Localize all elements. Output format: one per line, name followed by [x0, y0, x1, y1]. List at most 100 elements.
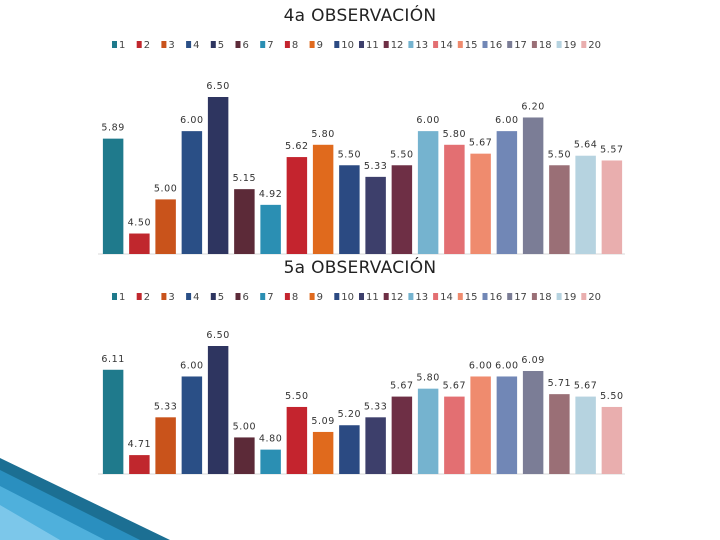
chart-2-bar-17 [522, 370, 544, 474]
chart-1-bar-10 [339, 165, 360, 254]
chart-1-legend-label-20: 20 [588, 40, 601, 51]
chart-2-bar-14 [444, 396, 465, 474]
chart-1-data-label-11: 5.33 [364, 161, 388, 172]
chart-1-legend-label-11: 11 [366, 40, 379, 51]
chart-1-legend-marker-3 [161, 41, 167, 48]
corner-shape-pale [0, 505, 60, 540]
chart-2-legend-label-8: 8 [292, 292, 298, 303]
chart-2-legend-marker-2 [136, 293, 142, 300]
chart-2-data-label-18: 5.71 [548, 378, 572, 389]
chart-1-legend-label-15: 15 [465, 40, 478, 51]
chart-1-legend-marker-10 [334, 41, 340, 48]
chart-2-legend-label-19: 19 [564, 292, 577, 303]
chart-1-legend-marker-12 [383, 41, 389, 48]
chart-1-bar-5 [207, 97, 229, 254]
chart-1-legend-label-17: 17 [514, 40, 527, 51]
chart-2-legend-marker-13 [408, 293, 414, 300]
chart-2-legend-marker-4 [186, 293, 192, 300]
chart-1-legend-label-13: 13 [415, 40, 428, 51]
chart-2-bar-4 [181, 376, 203, 474]
chart-1-data-label-10: 5.50 [338, 149, 362, 160]
chart-2-legend-label-12: 12 [391, 292, 404, 303]
chart-1-legend-label-8: 8 [292, 40, 298, 51]
chart-2-title: 5a OBSERVACIÓN [283, 258, 437, 278]
chart-2-data-label-10: 5.20 [338, 409, 362, 420]
chart-1-legend-label-18: 18 [539, 40, 552, 51]
chart-2-legend-marker-11 [359, 293, 364, 300]
chart-2-legend-label-10: 10 [341, 292, 354, 303]
chart-2-legend-marker-16 [482, 293, 488, 300]
chart-2-bar-13 [417, 388, 439, 474]
chart-2-bar-1 [102, 369, 124, 474]
chart-2-legend-marker-18 [531, 293, 537, 300]
chart-2-legend-label-9: 9 [317, 292, 323, 303]
chart-1-legend-label-9: 9 [317, 40, 323, 51]
chart-2-data-label-19: 5.67 [574, 381, 598, 392]
chart-2-data-label-14: 5.67 [443, 381, 467, 392]
chart-1-data-label-3: 5.00 [154, 183, 178, 194]
chart-1-legend-label-12: 12 [391, 40, 404, 51]
chart-1-legend-marker-2 [136, 41, 142, 48]
chart-1-data-label-12: 5.50 [390, 149, 414, 160]
chart-2-bar-12 [391, 396, 413, 474]
chart-1-data-label-7: 4.92 [259, 189, 283, 200]
chart-1-legend-label-10: 10 [341, 40, 354, 51]
chart-1-legend-marker-13 [408, 41, 414, 48]
chart-2-legend-marker-14 [433, 293, 439, 300]
chart-1-data-label-9: 5.80 [311, 129, 335, 140]
chart-2-legend-marker-3 [161, 293, 167, 300]
chart-1-bar-15 [470, 153, 491, 254]
chart-2-legend-marker-1 [112, 293, 117, 300]
chart-2-data-label-3: 5.33 [154, 401, 178, 412]
chart-2-data-label-4: 6.00 [180, 360, 204, 371]
chart-1-legend-marker-6 [235, 41, 241, 48]
chart-2-bar-19 [575, 396, 596, 474]
chart-2-legend-label-17: 17 [514, 292, 527, 303]
chart-1-legend-marker-5 [210, 41, 216, 48]
chart-2-bar-15 [470, 376, 491, 474]
chart-1-bar-19 [575, 155, 596, 254]
chart-2-data-label-8: 5.50 [285, 391, 309, 402]
chart-1-legend-marker-9 [309, 41, 315, 48]
chart-1-legend-label-3: 3 [168, 40, 174, 51]
chart-1-legend-marker-16 [482, 41, 488, 48]
chart-1-legend-marker-17 [507, 41, 513, 48]
chart-2-legend-label-3: 3 [168, 292, 174, 303]
chart-2-legend-label-11: 11 [366, 292, 379, 303]
chart-1-legend-label-19: 19 [564, 40, 577, 51]
chart-2-legend-label-7: 7 [267, 292, 273, 303]
chart-1-data-label-14: 5.80 [443, 129, 467, 140]
chart-1-data-label-1: 5.89 [101, 123, 125, 134]
chart-2-bar-2 [129, 455, 150, 474]
chart-1-legend-marker-4 [186, 41, 192, 48]
chart-2-legend-label-2: 2 [144, 292, 150, 303]
chart-2-legend-label-20: 20 [588, 292, 601, 303]
chart-1-bar-11 [365, 176, 386, 254]
chart-2-legend-label-5: 5 [218, 292, 224, 303]
chart-1-legend-marker-1 [112, 41, 117, 48]
chart-1-bar-4 [181, 131, 203, 254]
chart-1-legend-label-5: 5 [218, 40, 224, 51]
chart-2-data-label-16: 6.00 [495, 360, 519, 371]
chart-2-bar-7 [260, 449, 281, 474]
chart-2-legend-marker-12 [383, 293, 389, 300]
chart-1-legend-marker-14 [433, 41, 439, 48]
chart-1-data-label-6: 5.15 [233, 173, 257, 184]
chart-1-legend-marker-8 [284, 41, 290, 48]
chart-1-bar-13 [417, 131, 439, 254]
chart-1-legend-label-14: 14 [440, 40, 453, 51]
chart-1-title: 4a OBSERVACIÓN [283, 6, 437, 26]
chart-2-data-label-17: 6.09 [521, 355, 545, 366]
chart-2-legend-marker-9 [309, 293, 315, 300]
chart-2-data-label-2: 4.71 [128, 439, 152, 450]
chart-2-bar-11 [365, 417, 386, 474]
chart-1-data-label-15: 5.67 [469, 138, 493, 149]
chart-2-legend-label-16: 16 [490, 292, 503, 303]
chart-2-legend-marker-8 [284, 293, 290, 300]
chart-2-data-label-11: 5.33 [364, 401, 388, 412]
chart-1-legend-marker-19 [556, 41, 562, 48]
chart-1-bar-12 [391, 165, 413, 254]
chart-2-legend-label-6: 6 [243, 292, 249, 303]
chart-1-bar-9 [312, 144, 334, 254]
